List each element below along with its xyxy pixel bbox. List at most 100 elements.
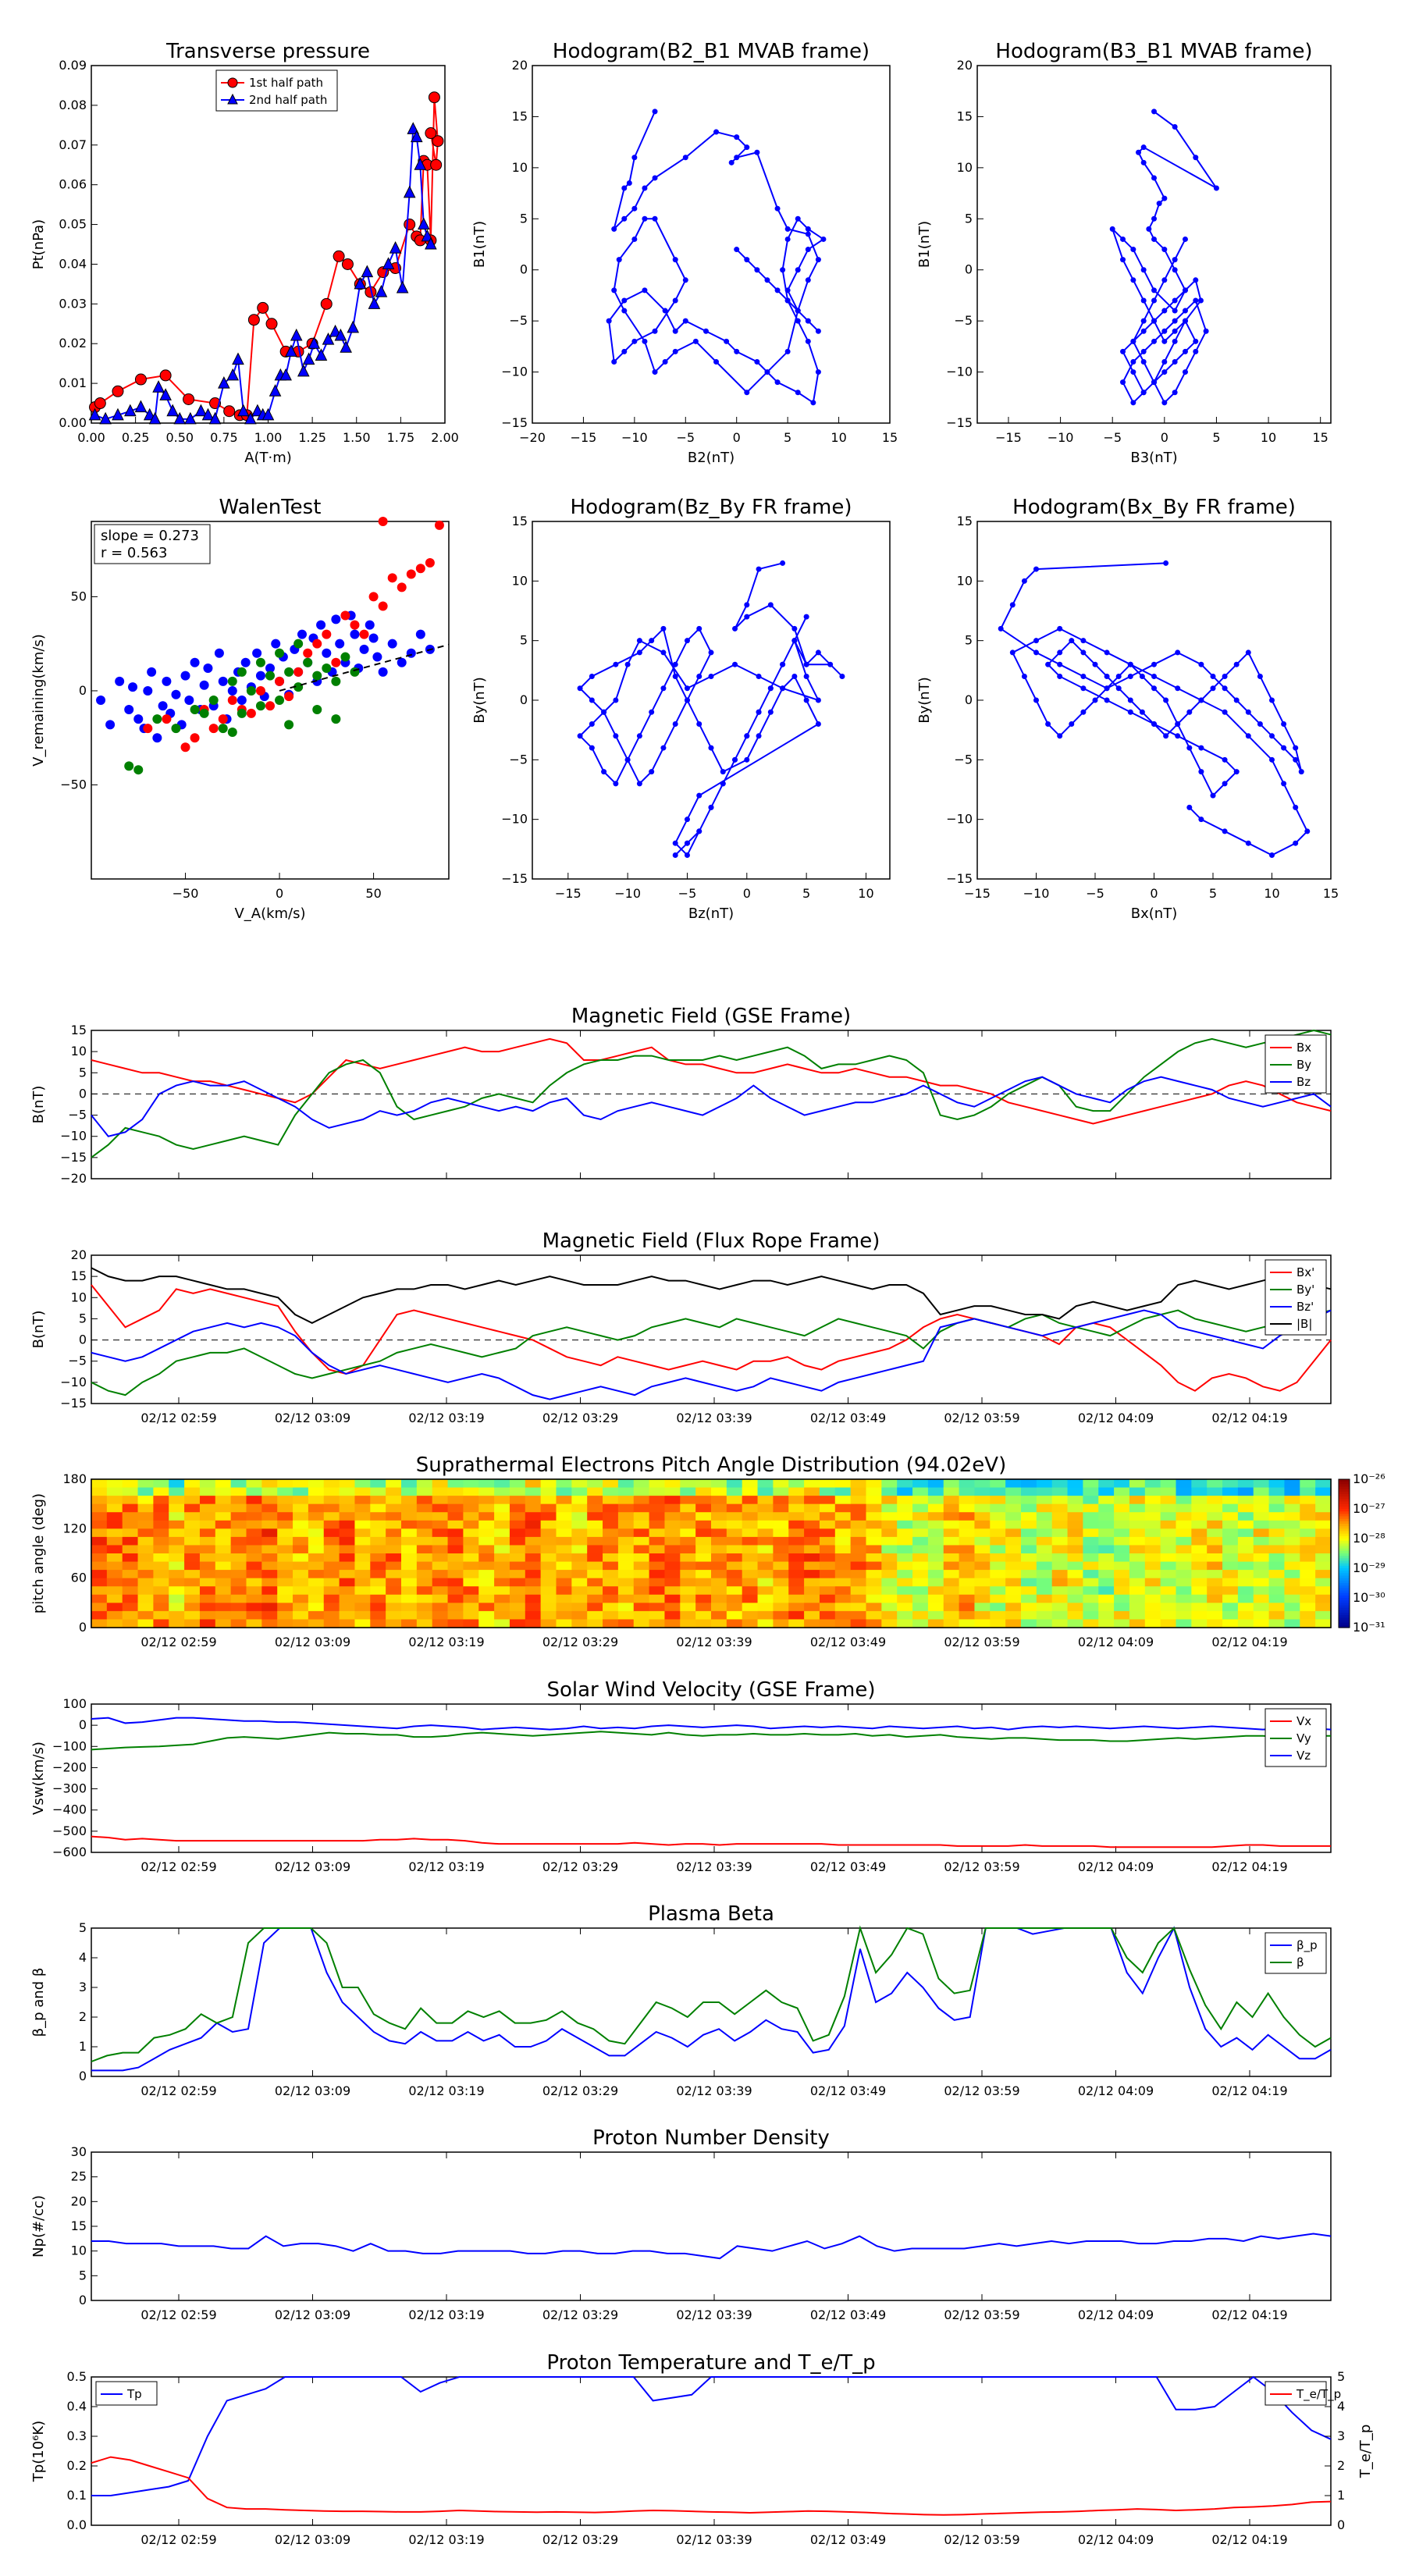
heatmap-cell — [788, 1619, 805, 1628]
y-tick-label: −20 — [60, 1171, 87, 1186]
hodogram-point — [827, 661, 834, 667]
scatter-point — [322, 629, 332, 639]
heatmap-cell — [1300, 1545, 1316, 1554]
series-line — [91, 2375, 1332, 2496]
heatmap-cell — [91, 1553, 108, 1563]
heatmap-cell — [850, 1594, 867, 1603]
hodogram-point — [1057, 673, 1063, 679]
heatmap-cell — [1160, 1594, 1177, 1603]
heatmap-cell — [649, 1520, 666, 1529]
heatmap-cell — [416, 1528, 433, 1538]
heatmap-cell — [184, 1553, 201, 1563]
hodogram-point — [649, 709, 655, 715]
heatmap-cell — [540, 1561, 557, 1571]
heatmap-cell — [1284, 1496, 1300, 1505]
chart-title: Magnetic Field (GSE Frame) — [571, 1005, 851, 1028]
time-tick-label: 02/12 03:39 — [676, 2083, 752, 2098]
heatmap-cell — [230, 1619, 247, 1628]
heatmap-cell — [277, 1561, 293, 1571]
hodogram-point — [784, 348, 791, 354]
heatmap-cell — [1051, 1528, 1069, 1538]
heatmap-cell — [726, 1512, 743, 1521]
heatmap-cell — [1268, 1578, 1286, 1587]
time-tick-label: 02/12 03:59 — [944, 2532, 1019, 2547]
heatmap-cell — [1114, 1586, 1130, 1596]
heatmap-cell — [323, 1536, 340, 1546]
heatmap-cell — [1191, 1561, 1208, 1571]
heatmap-cell — [277, 1594, 293, 1603]
time-tick-label: 02/12 04:09 — [1078, 2083, 1154, 2098]
heatmap-cell — [649, 1619, 666, 1628]
heatmap-cell — [1114, 1528, 1130, 1538]
heatmap-cell — [680, 1561, 696, 1571]
heatmap-cell — [1021, 1528, 1037, 1538]
y-axis-label: B1(nT) — [471, 221, 488, 268]
time-tick-label: 02/12 03:29 — [542, 1411, 618, 1425]
hodogram-point — [815, 328, 821, 334]
heatmap-cell — [339, 1536, 356, 1546]
hodogram-point — [713, 129, 720, 135]
heatmap-cell — [726, 1553, 743, 1563]
time-tick-label: 02/12 04:09 — [1078, 1635, 1154, 1649]
heatmap-cell — [1237, 1512, 1254, 1521]
heatmap-cell — [1237, 1487, 1254, 1496]
heatmap-cell — [1036, 1586, 1053, 1596]
heatmap-cell — [571, 1610, 588, 1621]
heatmap-cell — [339, 1603, 356, 1612]
heatmap-cell — [1160, 1545, 1177, 1554]
heatmap-cell — [990, 1570, 1006, 1579]
x-tick-label: 0 — [733, 430, 741, 445]
colorbar-cell — [1339, 1482, 1350, 1485]
hodogram-point — [611, 358, 617, 365]
heatmap-cell — [432, 1512, 449, 1521]
hodogram-point — [713, 358, 720, 365]
data-point — [354, 276, 367, 290]
colorbar-cell — [1339, 1617, 1350, 1621]
heatmap-cell — [556, 1503, 572, 1513]
heatmap-cell — [556, 1594, 572, 1603]
colorbar-cell — [1339, 1484, 1350, 1488]
heatmap-cell — [1114, 1594, 1130, 1603]
heatmap-cell — [1222, 1578, 1239, 1587]
heatmap-cell — [773, 1503, 789, 1513]
heatmap-cell — [571, 1496, 588, 1505]
heatmap-cell — [1160, 1496, 1177, 1505]
heatmap-cell — [757, 1603, 774, 1612]
heatmap-cell — [773, 1553, 789, 1563]
heatmap-cell — [540, 1553, 557, 1563]
heatmap-cell — [742, 1520, 759, 1529]
time-tick-label: 02/12 04:09 — [1078, 2532, 1154, 2547]
heatmap-cell — [137, 1553, 154, 1563]
y-tick-label: 3 — [79, 1980, 87, 1994]
heatmap-cell — [199, 1553, 216, 1563]
hodogram-point — [636, 733, 642, 739]
heatmap-cell — [927, 1503, 944, 1513]
hodogram-point — [1269, 852, 1275, 858]
heatmap-cell — [1036, 1553, 1053, 1563]
hodogram-point — [1092, 661, 1098, 667]
heatmap-cell — [850, 1619, 867, 1628]
heatmap-cell — [633, 1594, 650, 1603]
heatmap-cell — [215, 1512, 232, 1521]
heatmap-cell — [912, 1512, 929, 1521]
heatmap-cell — [711, 1594, 727, 1603]
colorbar-cell — [1339, 1506, 1350, 1510]
y-tick-label: 15 — [957, 109, 973, 123]
heatmap-cell — [742, 1487, 759, 1496]
data-point — [112, 385, 124, 397]
heatmap-cell — [1284, 1512, 1300, 1521]
heatmap-cell — [897, 1503, 913, 1513]
heatmap-cell — [680, 1619, 696, 1628]
heatmap-cell — [246, 1512, 262, 1521]
heatmap-cell — [91, 1610, 108, 1621]
heatmap-cell — [184, 1570, 201, 1579]
heatmap-cell — [478, 1603, 495, 1612]
scatter-point — [271, 639, 281, 649]
hodogram-point — [764, 369, 770, 375]
heatmap-cell — [540, 1528, 557, 1538]
scatter-point — [255, 671, 265, 681]
heatmap-cell — [664, 1570, 681, 1579]
heatmap-cell — [293, 1553, 309, 1563]
data-point — [194, 404, 208, 417]
heatmap-cell — [246, 1619, 262, 1628]
